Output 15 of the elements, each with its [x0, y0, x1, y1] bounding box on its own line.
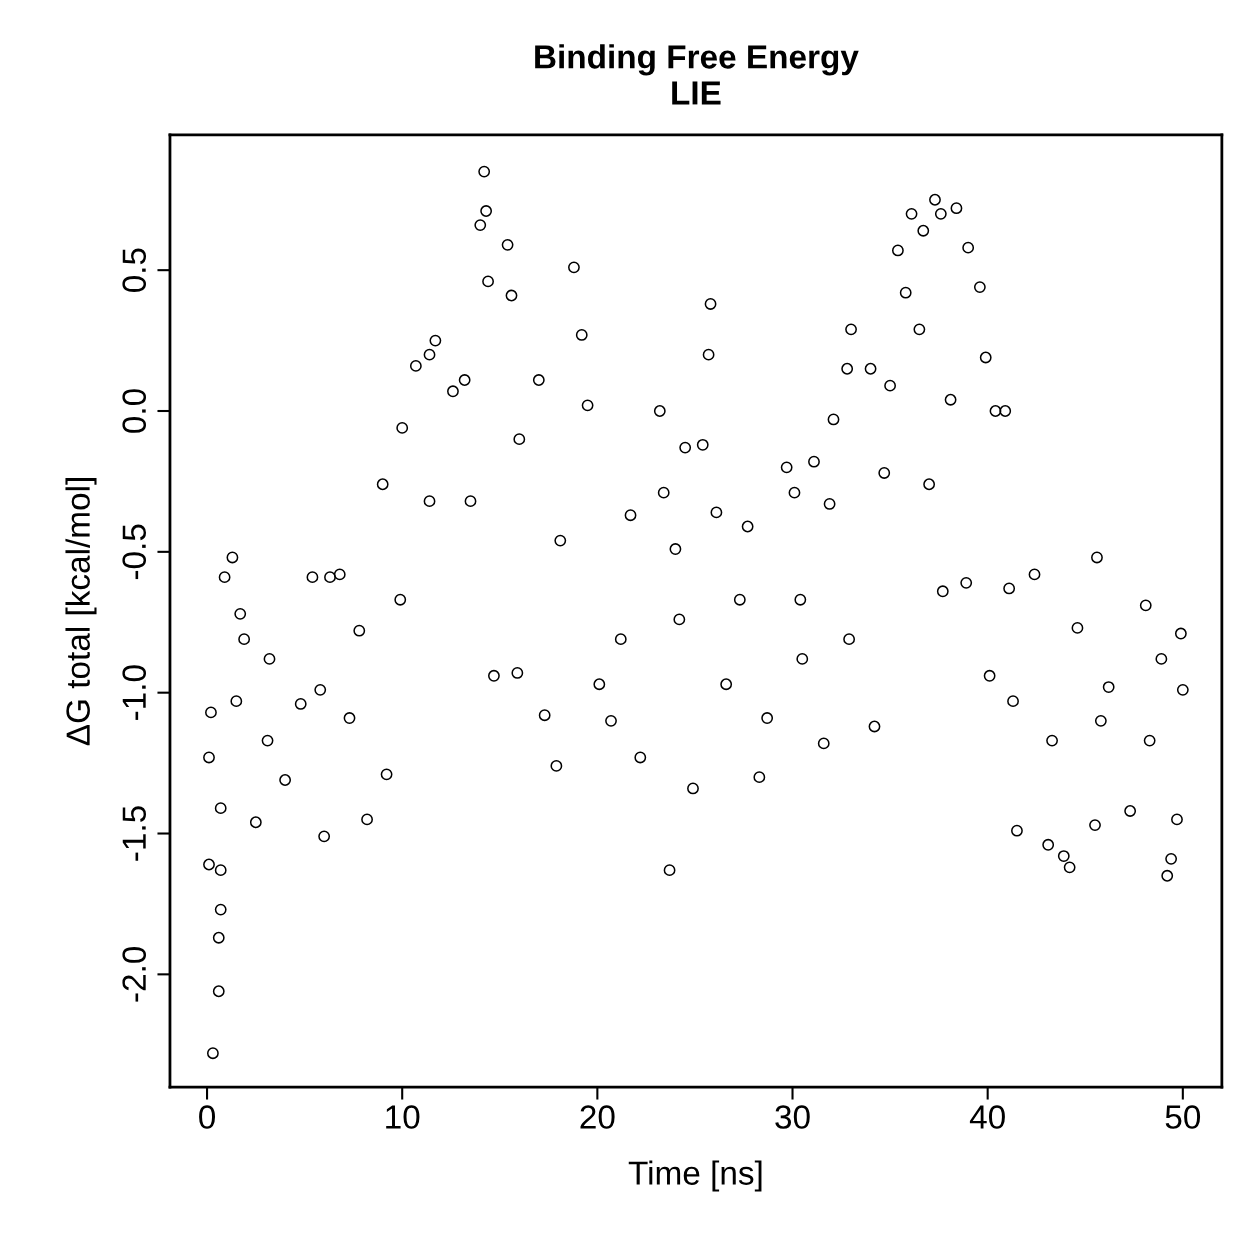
x-tick-label: 30: [775, 1105, 810, 1129]
y-tick-label: 0.0: [122, 389, 147, 433]
x-tick-label: 10: [386, 1105, 420, 1129]
x-tick-label: 0: [199, 1105, 216, 1129]
y-tick-label: -2.0: [122, 946, 147, 1002]
chart-title: Binding Free Energy LIE: [535, 44, 859, 105]
y-tick-label: -1.0: [122, 665, 147, 720]
x-tick-label: 40: [969, 1105, 1005, 1129]
y-tick-label: -1.5: [122, 806, 147, 861]
x-tick-label: 50: [1165, 1105, 1201, 1129]
x-tick-label: 20: [580, 1105, 615, 1129]
y-tick-label: -0.5: [122, 524, 147, 580]
y-tick-label: 0.5: [122, 248, 147, 293]
x-axis-title: Time [ns]: [628, 1160, 762, 1192]
y-axis-title: ΔG total [kcal/mol]: [65, 478, 97, 746]
